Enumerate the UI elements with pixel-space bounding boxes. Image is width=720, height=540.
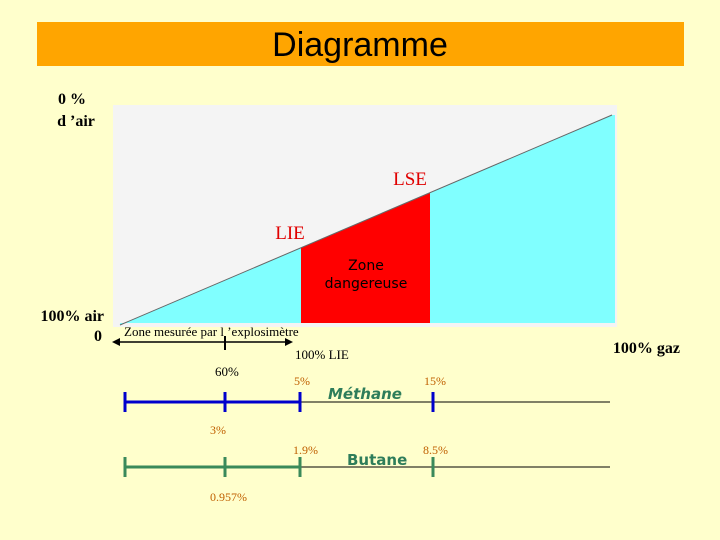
butane-lse: 8.5% (423, 443, 448, 457)
zone-label: dangereuse (325, 276, 408, 292)
diagonal (119, 114, 613, 326)
methane-ticks (123, 392, 435, 412)
right-label: 100% gaz (613, 340, 680, 357)
title-bar (37, 22, 684, 66)
methane-sixty: 3% (210, 423, 226, 437)
arrowhead (285, 338, 293, 346)
sixty-label: 60% (215, 364, 239, 379)
left-label: d ’air (57, 113, 95, 130)
lie-100-label: 100% LIE (295, 347, 349, 362)
butane-ticks (123, 457, 435, 477)
left-label: 0 % (58, 91, 86, 108)
zone-label: Zone (348, 258, 384, 274)
title: Diagramme (272, 26, 448, 64)
lie-label: LIE (275, 223, 305, 244)
left-label: 0 (94, 328, 102, 345)
danger-zone (301, 193, 430, 323)
methane-lse: 15% (424, 374, 446, 388)
measured-label: Zone mesurée par l ’explosimètre (124, 324, 299, 339)
methane-lie: 5% (294, 374, 310, 388)
arrowhead (112, 338, 120, 346)
methane-name: Méthane (328, 385, 402, 403)
lse-label: LSE (393, 169, 427, 190)
butane-lie: 1.9% (293, 443, 318, 457)
butane-name: Butane (347, 451, 407, 469)
left-label: 100% air (40, 308, 104, 325)
butane-sixty: 0.957% (210, 490, 247, 504)
